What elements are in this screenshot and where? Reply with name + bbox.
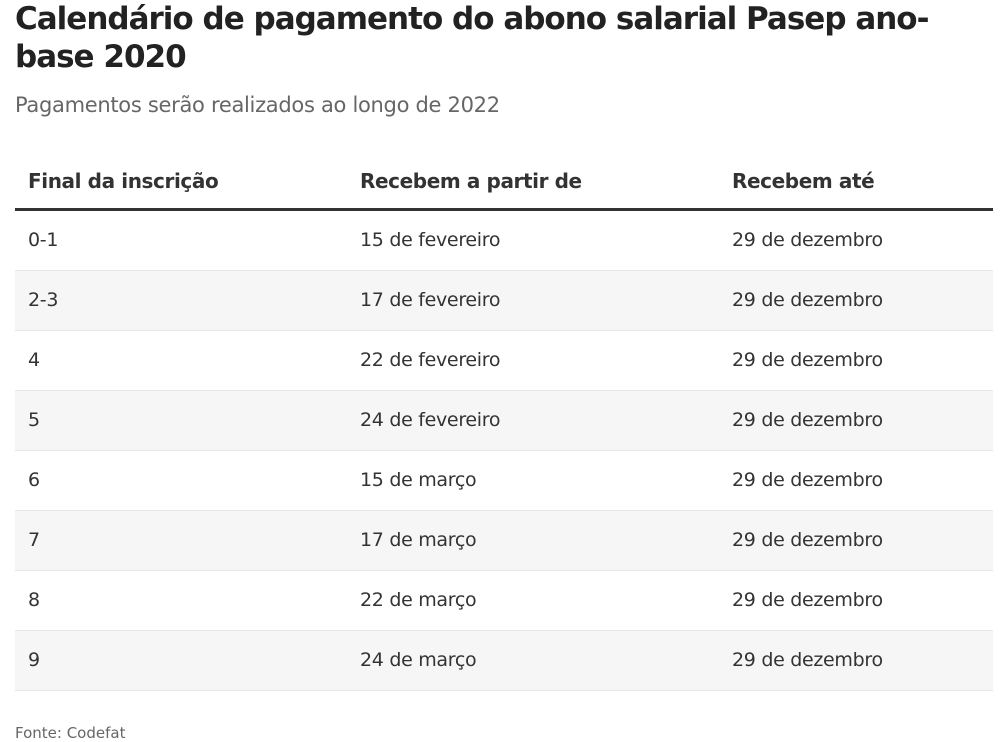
source-note: Fonte: Codefat xyxy=(15,724,126,742)
table-cell: 5 xyxy=(28,409,40,431)
table-cell: 29 de dezembro xyxy=(732,649,883,671)
table-cell: 7 xyxy=(28,529,40,551)
table-cell: 6 xyxy=(28,469,40,491)
table-row: 7 17 de março 29 de dezembro xyxy=(15,511,993,571)
table-row: 4 22 de fevereiro 29 de dezembro xyxy=(15,331,993,391)
table-cell: 24 de março xyxy=(360,649,477,671)
chart-title: Calendário de pagamento do abono salaria… xyxy=(15,1,929,75)
table-cell: 29 de dezembro xyxy=(732,229,883,251)
table-cell: 2-3 xyxy=(28,289,59,311)
table-row: 0-1 15 de fevereiro 29 de dezembro xyxy=(15,211,993,271)
table-row: 8 22 de março 29 de dezembro xyxy=(15,571,993,631)
chart-subtitle: Pagamentos serão realizados ao longo de … xyxy=(15,93,500,117)
table-cell: 24 de fevereiro xyxy=(360,409,501,431)
table-cell: 17 de março xyxy=(360,529,477,551)
table-cell: 9 xyxy=(28,649,40,671)
column-header: Recebem até xyxy=(732,169,875,193)
payment-table: Final da inscrição Recebem a partir de R… xyxy=(15,158,993,691)
table-row: 9 24 de março 29 de dezembro xyxy=(15,631,993,691)
table-cell: 22 de março xyxy=(360,589,477,611)
table-row: 6 15 de março 29 de dezembro xyxy=(15,451,993,511)
table-cell: 29 de dezembro xyxy=(732,529,883,551)
table-cell: 8 xyxy=(28,589,40,611)
column-header: Recebem a partir de xyxy=(360,169,582,193)
table-cell: 0-1 xyxy=(28,229,59,251)
table-row: 5 24 de fevereiro 29 de dezembro xyxy=(15,391,993,451)
table-cell: 22 de fevereiro xyxy=(360,349,501,371)
table-cell: 4 xyxy=(28,349,40,371)
table-cell: 29 de dezembro xyxy=(732,349,883,371)
column-header: Final da inscrição xyxy=(28,169,219,193)
table-cell: 15 de fevereiro xyxy=(360,229,501,251)
table-cell: 29 de dezembro xyxy=(732,589,883,611)
table-cell: 15 de março xyxy=(360,469,477,491)
table-cell: 29 de dezembro xyxy=(732,469,883,491)
table-row: 2-3 17 de fevereiro 29 de dezembro xyxy=(15,271,993,331)
table-cell: 17 de fevereiro xyxy=(360,289,501,311)
table-header: Final da inscrição Recebem a partir de R… xyxy=(15,158,993,211)
table-cell: 29 de dezembro xyxy=(732,289,883,311)
table-cell: 29 de dezembro xyxy=(732,409,883,431)
